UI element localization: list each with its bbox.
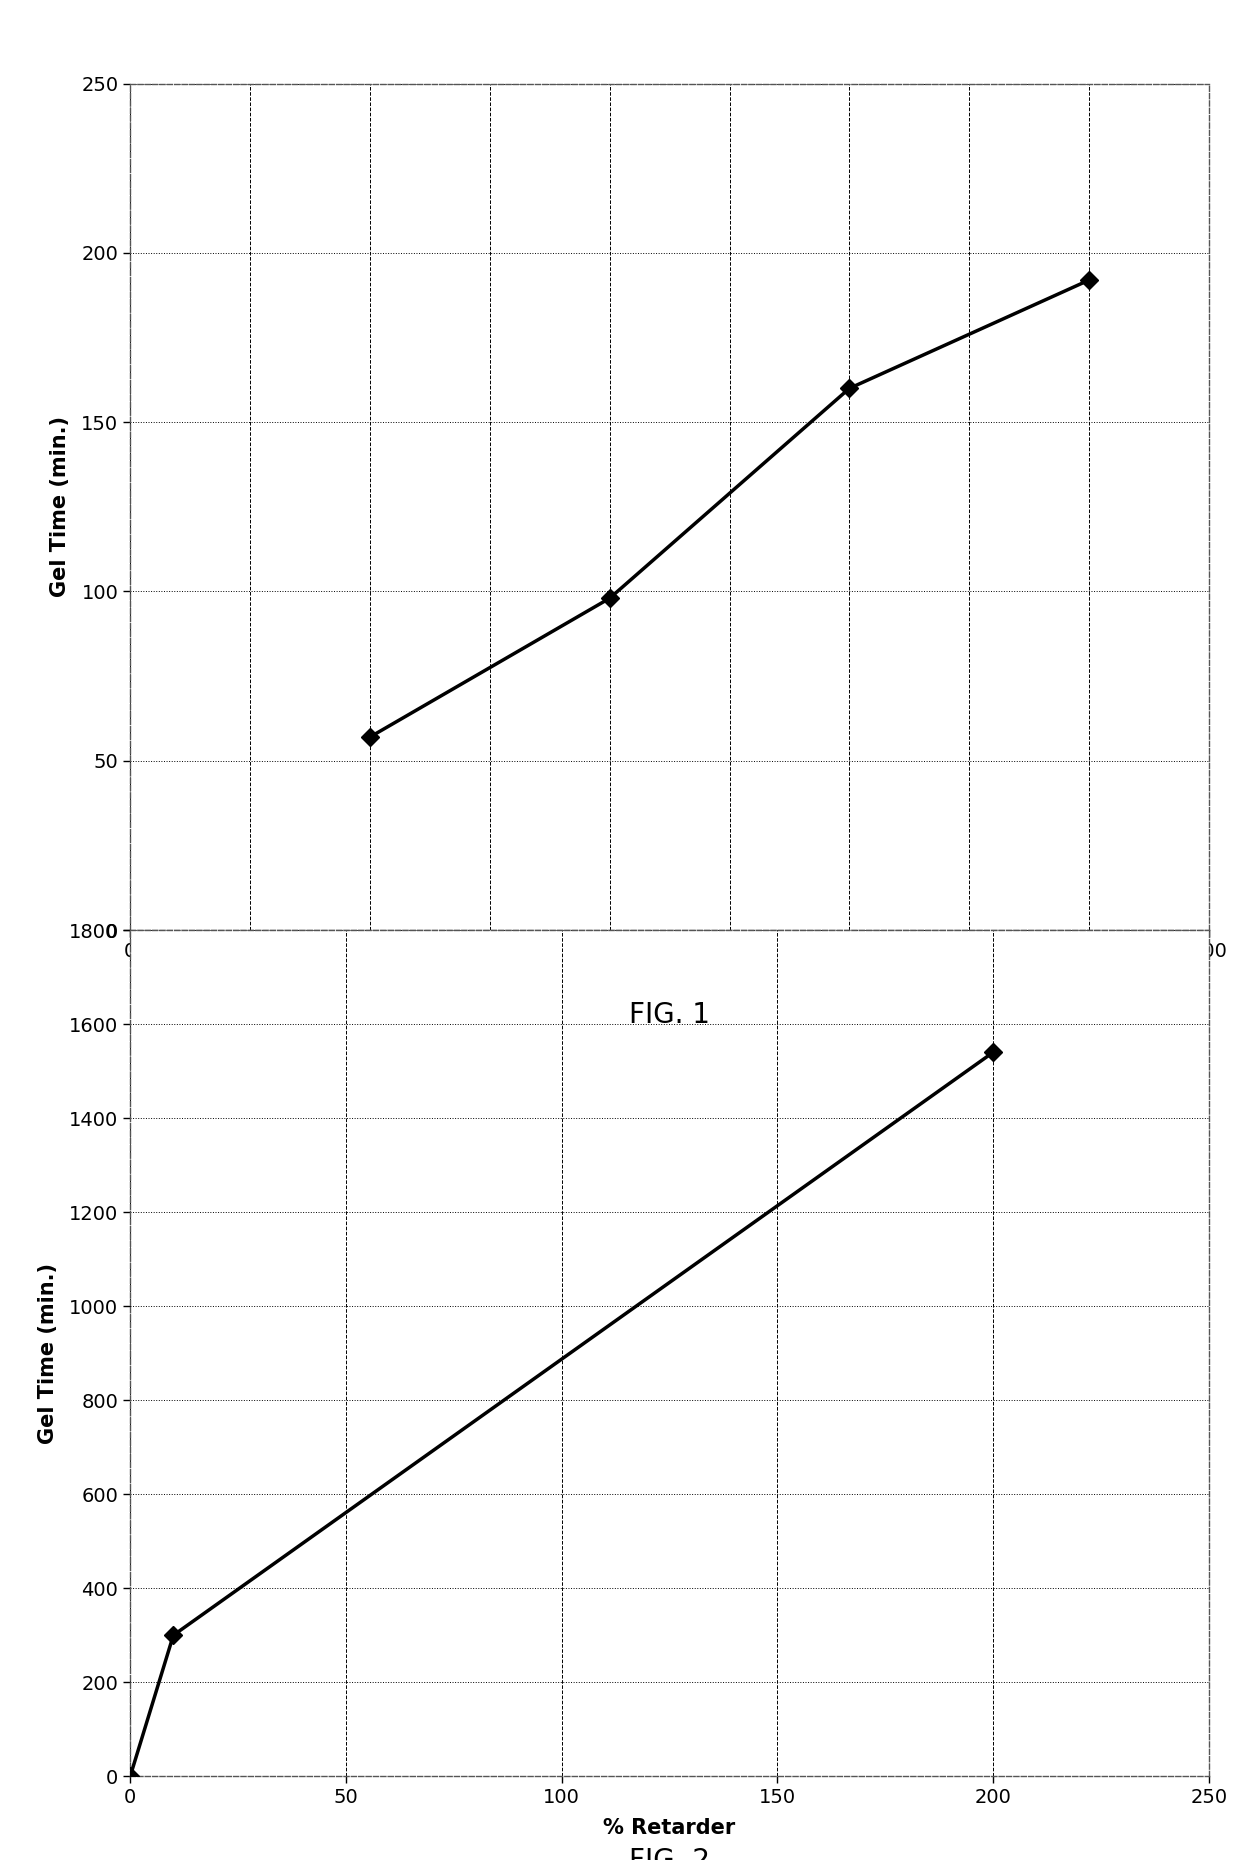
X-axis label: % Retarder: % Retarder <box>604 1819 735 1838</box>
X-axis label: % Retarder: % Retarder <box>604 973 735 991</box>
Y-axis label: Gel Time (min.): Gel Time (min.) <box>50 417 71 597</box>
Y-axis label: Gel Time (min.): Gel Time (min.) <box>38 1263 58 1443</box>
Text: FIG. 2: FIG. 2 <box>629 1847 711 1860</box>
Text: FIG. 1: FIG. 1 <box>629 1001 711 1029</box>
